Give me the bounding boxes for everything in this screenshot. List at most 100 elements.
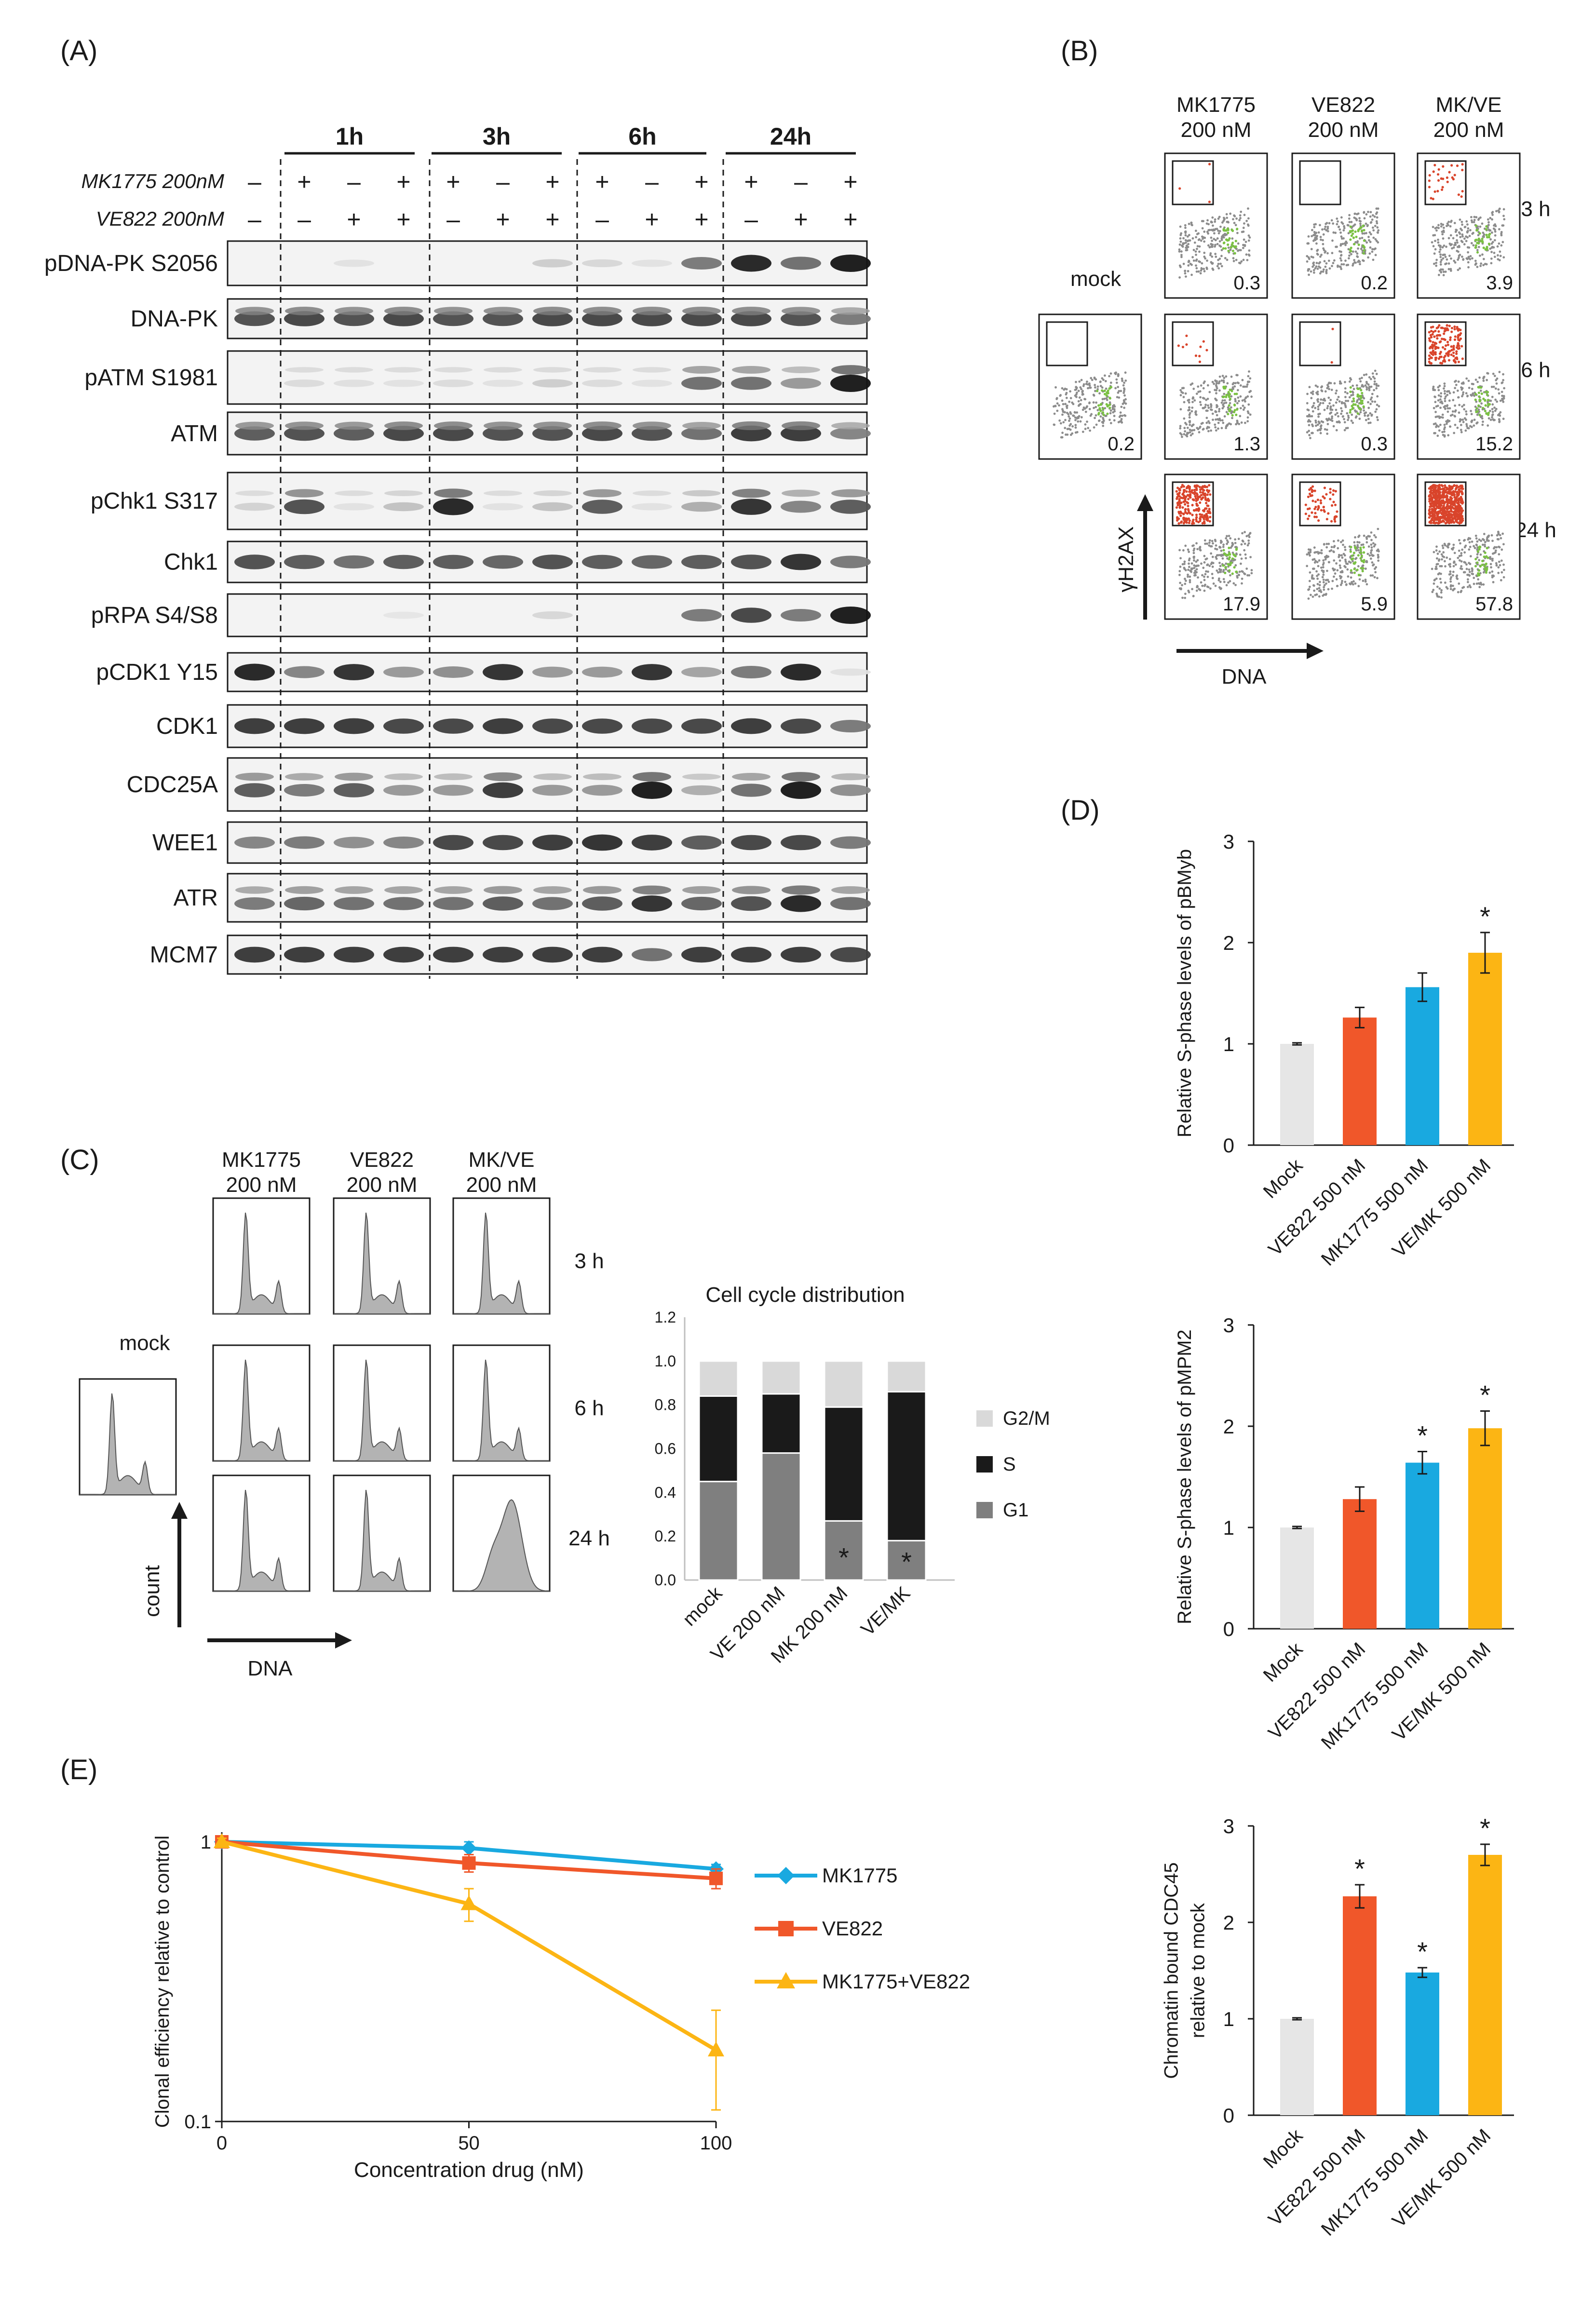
- flow-dot: [1330, 549, 1333, 552]
- flow-dot-green: [1235, 413, 1238, 416]
- flow-dot: [1448, 407, 1451, 410]
- flow-dot: [1206, 230, 1209, 233]
- flow-dot-red: [1449, 336, 1452, 339]
- flow-dot: [1196, 233, 1199, 235]
- flow-dot: [1184, 272, 1187, 275]
- flow-dot-green: [1233, 392, 1236, 395]
- blot-row: ATR: [174, 873, 871, 923]
- flow-dot: [1446, 390, 1449, 393]
- flow-dot: [1331, 252, 1334, 255]
- flow-dot: [1230, 406, 1232, 409]
- flow-dot: [1465, 392, 1468, 395]
- flow-dot-red: [1440, 188, 1444, 191]
- flow-dot: [1350, 576, 1352, 579]
- flow-dot: [1337, 265, 1339, 268]
- flow-dot: [1221, 419, 1224, 422]
- flow-dot: [1335, 392, 1337, 395]
- blot-band: [434, 886, 473, 894]
- flow-dot: [1370, 396, 1373, 399]
- flow-dot: [1454, 387, 1457, 390]
- flow-dot: [1093, 406, 1095, 409]
- flow-dot-green: [1486, 567, 1488, 569]
- flow-dot-red: [1444, 512, 1447, 515]
- flow-dot-red: [1188, 521, 1190, 525]
- flow-dot: [1490, 257, 1493, 260]
- blot-band: [782, 421, 820, 431]
- flow-dot: [1346, 563, 1349, 565]
- flow-dot: [1469, 425, 1472, 428]
- flow-dot: [1475, 216, 1478, 218]
- flow-dot: [1226, 542, 1228, 545]
- flow-dot-red: [1455, 509, 1458, 512]
- flow-dot: [1089, 429, 1091, 432]
- flow-dot: [1347, 224, 1350, 227]
- flow-dot: [1374, 571, 1377, 574]
- flow-dot-red: [1445, 486, 1448, 489]
- flow-dot-green: [1363, 551, 1365, 554]
- blot-band: [732, 421, 770, 431]
- flow-dot-red: [1442, 501, 1445, 505]
- flow-dot-red: [1431, 507, 1433, 511]
- blot-band: [234, 946, 275, 963]
- blot-band: [334, 837, 374, 849]
- flow-dot: [1344, 381, 1346, 383]
- flow-dot-green: [1477, 404, 1480, 407]
- flow-dot: [1347, 414, 1350, 417]
- flow-dot-green: [1226, 227, 1229, 230]
- bar: [1468, 953, 1502, 1145]
- flow-dot: [1198, 250, 1201, 253]
- flow-dot: [1436, 553, 1439, 555]
- flow-dot-green: [1357, 574, 1361, 577]
- flow-dot-red: [1445, 327, 1447, 330]
- blot-band: [384, 367, 423, 373]
- flow-dot: [1433, 579, 1436, 581]
- significance-asterisk: *: [1354, 1853, 1365, 1884]
- bar: [1343, 1499, 1377, 1629]
- flow-dot-red: [1444, 354, 1446, 357]
- flow-dot: [1316, 582, 1319, 585]
- blot-band: [383, 426, 424, 441]
- flow-dot-green: [1478, 548, 1481, 551]
- flow-dot: [1458, 404, 1461, 406]
- flow-dot: [1495, 564, 1498, 567]
- blot-band: [681, 946, 722, 963]
- flow-dot: [1083, 398, 1086, 401]
- flow-column-label: 200 nM: [1433, 118, 1504, 142]
- flow-dot: [1333, 382, 1336, 385]
- flow-dot: [1079, 420, 1082, 423]
- flow-dot-red: [1460, 497, 1462, 500]
- flow-dot: [1217, 232, 1220, 235]
- flow-dot: [1372, 376, 1375, 378]
- blot-band: [582, 784, 622, 796]
- flow-dot: [1460, 431, 1463, 433]
- blot-band: [284, 666, 324, 678]
- flow-dot: [1103, 397, 1106, 400]
- flow-dot-green: [1233, 252, 1236, 255]
- flow-dot: [1120, 405, 1123, 408]
- x-tick-label: VE/MK: [857, 1582, 914, 1640]
- flow-dot-red: [1448, 324, 1451, 327]
- flow-plot: 1.3: [1164, 313, 1268, 460]
- flow-dot: [1234, 583, 1237, 586]
- flow-dot: [1214, 253, 1217, 256]
- flow-dot-green: [1230, 246, 1232, 249]
- flow-dot: [1343, 565, 1346, 567]
- blot-band: [781, 425, 821, 442]
- flow-dot: [1372, 236, 1375, 239]
- flow-dot: [1488, 571, 1491, 574]
- flow-dot-red: [1182, 513, 1185, 515]
- flow-dot: [1501, 399, 1504, 402]
- flow-dot: [1440, 589, 1443, 592]
- flow-dot: [1460, 567, 1463, 570]
- flow-dot: [1449, 234, 1452, 237]
- flow-dot: [1482, 379, 1485, 382]
- flow-dot: [1361, 377, 1363, 379]
- flow-dot-red: [1438, 334, 1441, 337]
- flow-dot-red: [1334, 503, 1337, 506]
- flow-dot-green: [1097, 404, 1100, 407]
- x-tick-label: MK1775 500 nM: [1317, 2125, 1433, 2240]
- flow-dot: [1123, 394, 1126, 397]
- flow-dot: [1472, 392, 1474, 395]
- flow-dot: [1342, 229, 1345, 232]
- flow-dot-green: [1108, 387, 1111, 390]
